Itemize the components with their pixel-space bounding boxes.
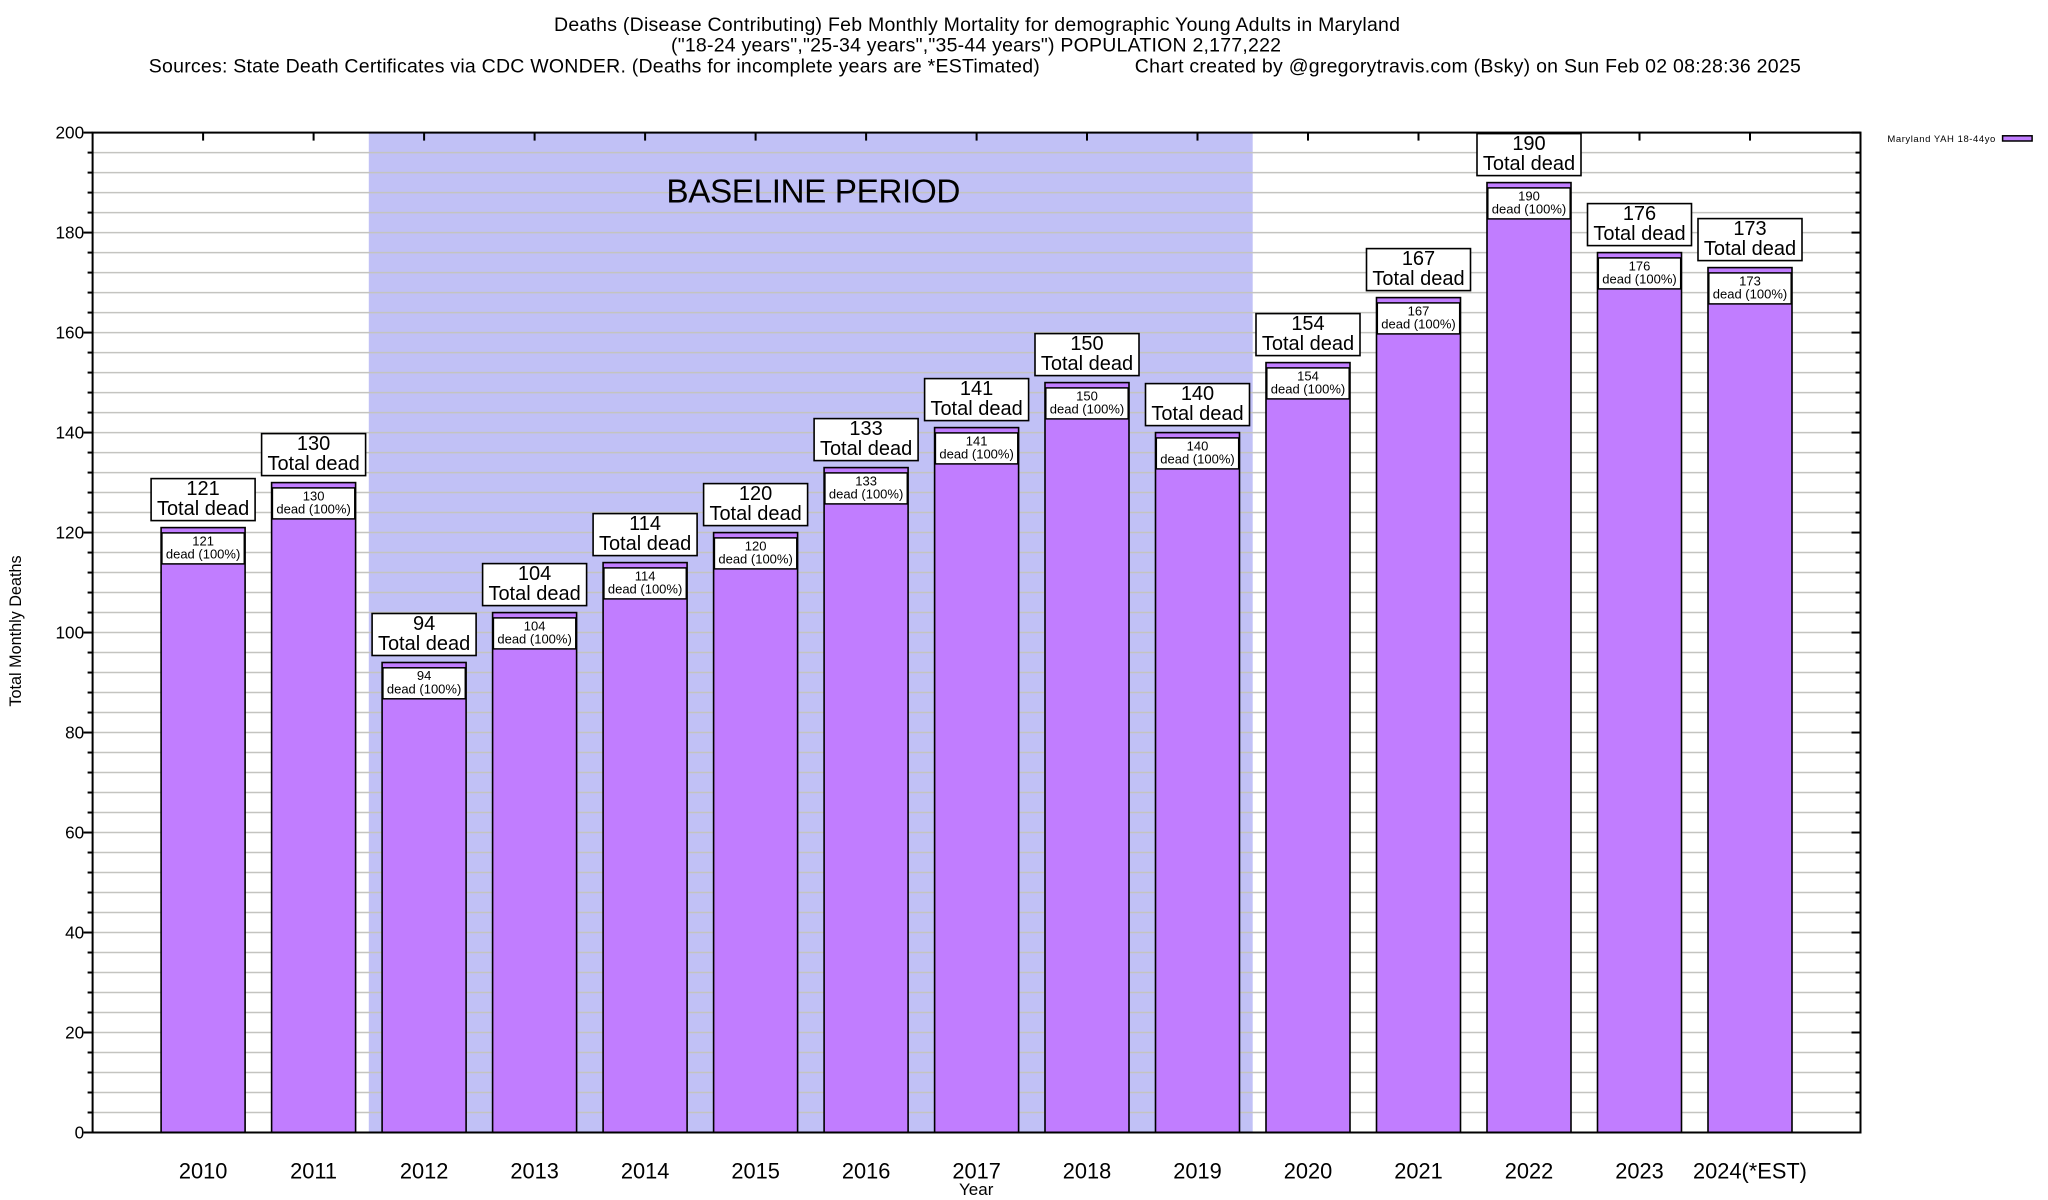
svg-text:dead (100%): dead (100%) [1271, 382, 1345, 397]
svg-text:2014: 2014 [621, 1159, 670, 1184]
svg-text:167: 167 [1402, 248, 1435, 270]
svg-text:80: 80 [65, 723, 84, 743]
svg-text:dead (100%): dead (100%) [276, 502, 350, 517]
svg-text:20: 20 [65, 1023, 84, 1043]
svg-text:2021: 2021 [1394, 1159, 1443, 1184]
svg-text:2019: 2019 [1173, 1159, 1222, 1184]
svg-text:2013: 2013 [510, 1159, 559, 1184]
svg-text:Total dead: Total dead [1151, 403, 1243, 425]
svg-text:120: 120 [739, 483, 772, 505]
svg-text:176: 176 [1623, 203, 1656, 225]
svg-text:121: 121 [186, 478, 219, 500]
svg-text:Total dead: Total dead [378, 633, 470, 655]
svg-text:Total dead: Total dead [930, 398, 1022, 420]
svg-text:Chart created by @gregorytravi: Chart created by @gregorytravis.com (Bsk… [1135, 55, 1801, 77]
svg-text:154: 154 [1297, 368, 1319, 383]
svg-text:2016: 2016 [842, 1159, 891, 1184]
svg-text:2022: 2022 [1505, 1159, 1554, 1184]
svg-text:2023: 2023 [1615, 1159, 1664, 1184]
svg-text:2012: 2012 [400, 1159, 449, 1184]
svg-text:141: 141 [966, 433, 988, 448]
svg-text:140: 140 [56, 423, 85, 443]
svg-text:130: 130 [297, 433, 330, 455]
svg-text:154: 154 [1291, 313, 1324, 335]
svg-text:150: 150 [1070, 333, 1103, 355]
svg-text:Total dead: Total dead [157, 498, 249, 520]
svg-text:dead (100%): dead (100%) [387, 682, 461, 697]
svg-text:40: 40 [65, 923, 84, 943]
svg-text:Total dead: Total dead [1483, 153, 1575, 175]
svg-text:Sources: State Death Certifica: Sources: State Death Certificates via CD… [149, 55, 1040, 77]
svg-text:121: 121 [192, 533, 214, 548]
svg-text:200: 200 [56, 123, 85, 143]
svg-text:94: 94 [413, 613, 435, 635]
svg-text:Total dead: Total dead [820, 438, 912, 460]
svg-text:190: 190 [1518, 188, 1540, 203]
svg-text:104: 104 [524, 618, 546, 633]
svg-text:60: 60 [65, 823, 84, 843]
svg-text:130: 130 [303, 488, 325, 503]
svg-text:Total dead: Total dead [709, 503, 801, 525]
svg-text:dead (100%): dead (100%) [166, 547, 240, 562]
svg-text:dead (100%): dead (100%) [1602, 272, 1676, 287]
svg-text:114: 114 [635, 568, 656, 583]
svg-text:173: 173 [1733, 218, 1766, 240]
svg-text:Total dead: Total dead [1262, 333, 1354, 355]
svg-text:133: 133 [849, 418, 882, 440]
svg-text:dead (100%): dead (100%) [1050, 402, 1124, 417]
svg-text:114: 114 [629, 513, 661, 535]
svg-text:Total dead: Total dead [1041, 353, 1133, 375]
svg-text:133: 133 [855, 473, 877, 488]
svg-text:0: 0 [75, 1123, 85, 1143]
svg-text:150: 150 [1076, 388, 1098, 403]
svg-text:120: 120 [745, 538, 767, 553]
svg-text:Total dead: Total dead [488, 583, 580, 605]
svg-text:("18-24 years","25-34 years",": ("18-24 years","25-34 years","35-44 year… [671, 35, 1281, 57]
svg-text:104: 104 [518, 563, 551, 585]
svg-text:94: 94 [417, 668, 431, 683]
svg-text:2015: 2015 [731, 1159, 780, 1184]
svg-text:2017: 2017 [952, 1159, 1001, 1184]
svg-text:BASELINE PERIOD: BASELINE PERIOD [666, 174, 960, 211]
svg-text:120: 120 [56, 523, 85, 543]
svg-text:140: 140 [1181, 383, 1214, 405]
svg-text:dead (100%): dead (100%) [1160, 452, 1234, 467]
svg-text:2020: 2020 [1284, 1159, 1333, 1184]
svg-text:Total dead: Total dead [267, 453, 359, 475]
svg-text:Year: Year [959, 1180, 994, 1199]
svg-text:190: 190 [1512, 133, 1545, 155]
svg-text:dead (100%): dead (100%) [718, 552, 792, 567]
svg-text:Total dead: Total dead [599, 533, 691, 555]
svg-text:2018: 2018 [1063, 1159, 1112, 1184]
svg-text:2024(*EST): 2024(*EST) [1693, 1159, 1807, 1184]
svg-text:173: 173 [1739, 273, 1761, 288]
svg-text:Total dead: Total dead [1372, 268, 1464, 290]
svg-text:Maryland YAH 18-44yo: Maryland YAH 18-44yo [1887, 134, 1995, 145]
svg-text:dead (100%): dead (100%) [829, 487, 903, 502]
svg-text:dead (100%): dead (100%) [497, 632, 571, 647]
svg-text:160: 160 [56, 323, 85, 343]
svg-text:dead (100%): dead (100%) [1492, 202, 1566, 217]
svg-text:dead (100%): dead (100%) [608, 582, 682, 597]
svg-text:dead (100%): dead (100%) [1381, 317, 1455, 332]
svg-text:2011: 2011 [290, 1159, 337, 1184]
svg-text:176: 176 [1629, 258, 1651, 273]
svg-text:100: 100 [56, 623, 85, 643]
svg-text:dead (100%): dead (100%) [939, 447, 1013, 462]
svg-text:167: 167 [1408, 303, 1430, 318]
svg-text:Deaths (Disease Contributing): Deaths (Disease Contributing) Feb Monthl… [554, 14, 1400, 36]
svg-text:Total dead: Total dead [1593, 223, 1685, 245]
svg-text:141: 141 [960, 378, 993, 400]
svg-text:2010: 2010 [179, 1159, 228, 1184]
svg-text:140: 140 [1187, 438, 1209, 453]
svg-text:Total dead: Total dead [1704, 238, 1796, 260]
svg-text:Total Monthly Deaths: Total Monthly Deaths [7, 555, 25, 706]
svg-text:dead (100%): dead (100%) [1713, 287, 1787, 302]
svg-text:180: 180 [56, 223, 85, 243]
